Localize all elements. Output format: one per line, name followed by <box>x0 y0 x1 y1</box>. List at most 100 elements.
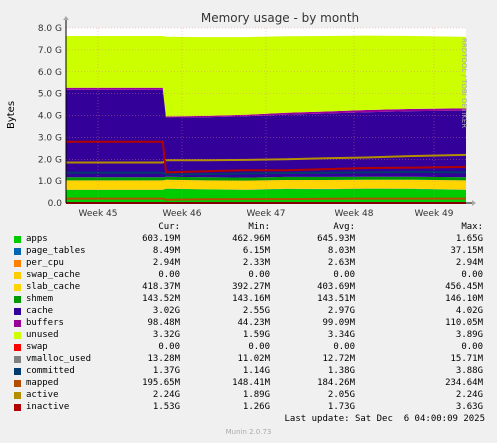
legend-series-name: per_cpu <box>26 258 64 268</box>
chart-title: Memory usage - by month <box>201 11 359 25</box>
legend-value-min: 462.96M <box>232 234 270 244</box>
legend-value-min: 0.00 <box>248 270 270 280</box>
legend-value-cur: 603.19M <box>142 234 180 244</box>
legend-value-avg: 143.51M <box>317 294 355 304</box>
line-inactive <box>66 140 467 174</box>
legend-value-max: 15.71M <box>450 354 483 364</box>
legend-row: vmalloc_used 13.28M 11.02M 12.72M 15.71M <box>0 354 497 366</box>
legend-value-cur: 1.53G <box>152 402 180 412</box>
legend-value-min: 1.89G <box>242 390 270 400</box>
legend-series-name: swap <box>26 342 48 352</box>
x-tick-label: Week 45 <box>79 209 118 219</box>
legend-value-min: 2.33M <box>242 258 270 268</box>
x-tick-label: Week 46 <box>163 209 202 219</box>
legend-header-max: Max: <box>461 222 483 232</box>
legend-value-cur: 98.48M <box>147 318 180 328</box>
y-tick-label: 1.0 G <box>38 177 62 187</box>
y-tick-label: 8.0 G <box>38 24 62 34</box>
legend-series-name: swap_cache <box>26 270 81 280</box>
legend-series-name: shmem <box>26 294 54 304</box>
legend-row: swap 0.00 0.00 0.00 0.00 <box>0 342 497 354</box>
area-buffers <box>66 87 466 118</box>
legend-series-name: vmalloc_used <box>26 354 92 364</box>
legend-series-name: cache <box>26 306 54 316</box>
legend-value-max: 0.00 <box>461 270 483 280</box>
x-tick-label: Week 49 <box>415 209 454 219</box>
legend-value-min: 11.02M <box>237 354 270 364</box>
legend-value-cur: 13.28M <box>147 354 180 364</box>
legend-value-cur: 418.37M <box>142 282 180 292</box>
y-tick-label: 3.0 G <box>38 133 62 143</box>
legend-value-avg: 2.05G <box>327 390 355 400</box>
memory-chart: Memory usage - by month Bytes 0.0 1.0 G 2.0 … <box>6 11 476 219</box>
rrdtool-credit: RRDTOOL / TOBI OETIKER <box>460 38 468 129</box>
legend-swatch <box>14 404 21 411</box>
legend-value-cur: 195.65M <box>142 378 180 388</box>
legend-value-max: 3.89G <box>455 330 483 340</box>
legend-series-name: page_tables <box>26 246 86 256</box>
legend-value-min: 148.41M <box>232 378 270 388</box>
legend-swatch <box>14 344 21 351</box>
legend-header-avg: Avg: <box>333 222 355 232</box>
legend-value-avg: 8.03M <box>327 246 355 256</box>
legend-series-name: active <box>26 390 59 400</box>
legend-value-min: 1.59G <box>242 330 270 340</box>
legend-row: unused 3.32G 1.59G 3.34G 3.89G <box>0 330 497 342</box>
legend-value-min: 1.26G <box>242 402 270 412</box>
legend-series-name: mapped <box>26 378 59 388</box>
munin-version: Munin 2.0.73 <box>225 428 272 436</box>
legend-value-cur: 0.00 <box>158 270 180 280</box>
legend-row: committed 1.37G 1.14G 1.38G 3.88G <box>0 366 497 378</box>
legend-value-max: 456.45M <box>445 282 483 292</box>
legend-value-max: 110.05M <box>445 318 483 328</box>
legend-value-avg: 1.73G <box>327 402 355 412</box>
legend-header-cur: Cur: <box>158 222 180 232</box>
legend-value-avg: 12.72M <box>322 354 355 364</box>
y-tick-label: 5.0 G <box>38 90 62 100</box>
legend-value-cur: 3.02G <box>152 306 180 316</box>
x-tick-label: Week 48 <box>335 209 374 219</box>
legend-value-avg: 184.26M <box>317 378 355 388</box>
y-axis-arrow <box>63 16 69 20</box>
legend-value-cur: 3.32G <box>152 330 180 340</box>
legend-value-max: 2.94M <box>455 258 483 268</box>
legend-value-avg: 2.63M <box>327 258 355 268</box>
legend-value-avg: 2.97G <box>327 306 355 316</box>
legend-value-cur: 8.49M <box>152 246 180 256</box>
legend-swatch <box>14 296 21 303</box>
legend-series-name: committed <box>26 366 75 376</box>
y-tick-label: 4.0 G <box>38 112 62 122</box>
legend-row: slab_cache 418.37M 392.27M 403.69M 456.45M <box>0 282 497 294</box>
legend-swatch <box>14 272 21 279</box>
legend-value-avg: 0.00 <box>333 270 355 280</box>
legend-value-avg: 0.00 <box>333 342 355 352</box>
legend-swatch <box>14 332 21 339</box>
y-axis-label: Bytes <box>6 101 17 129</box>
legend-value-max: 0.00 <box>461 342 483 352</box>
legend-swatch <box>14 356 21 363</box>
legend-value-cur: 1.37G <box>152 366 180 376</box>
legend-value-cur: 2.24G <box>152 390 180 400</box>
legend-value-min: 6.15M <box>242 246 270 256</box>
legend-value-cur: 143.52M <box>142 294 180 304</box>
legend-swatch <box>14 284 21 291</box>
last-update: Last update: Sat Dec 6 04:00:09 2025 <box>284 414 485 424</box>
legend-row: buffers 98.48M 44.23M 99.09M 110.05M <box>0 318 497 330</box>
legend-row: cache 3.02G 2.55G 2.97G 4.02G <box>0 306 497 318</box>
legend-value-avg: 1.38G <box>327 366 355 376</box>
legend-series-name: slab_cache <box>26 282 81 292</box>
y-tick-label: 7.0 G <box>38 46 62 56</box>
legend-value-min: 1.14G <box>242 366 270 376</box>
legend-header-min: Min: <box>248 222 270 232</box>
legend-swatch <box>14 308 21 315</box>
legend-swatch <box>14 392 21 399</box>
legend-value-cur: 2.94M <box>152 258 180 268</box>
x-axis-arrow <box>472 200 476 206</box>
y-tick-label: 6.0 G <box>38 68 62 78</box>
legend-series-name: apps <box>26 234 48 244</box>
legend-value-min: 0.00 <box>248 342 270 352</box>
legend-row: swap_cache 0.00 0.00 0.00 0.00 <box>0 270 497 282</box>
legend-value-avg: 3.34G <box>327 330 355 340</box>
legend-swatch <box>14 248 21 255</box>
legend-value-avg: 645.93M <box>317 234 355 244</box>
